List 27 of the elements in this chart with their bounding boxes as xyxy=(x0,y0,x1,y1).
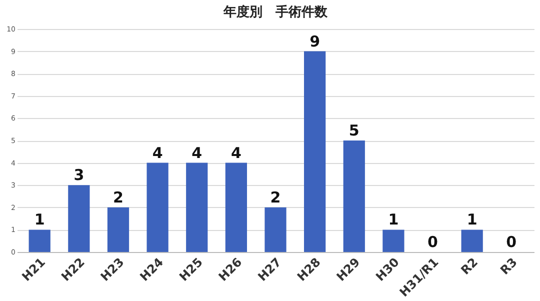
bar xyxy=(343,140,365,252)
bar xyxy=(186,162,208,252)
bar xyxy=(264,207,286,252)
bar xyxy=(382,230,404,252)
bar xyxy=(146,162,168,252)
data-label: 1 xyxy=(388,210,399,229)
data-label: 4 xyxy=(192,144,202,162)
bar xyxy=(461,230,483,252)
data-label: 3 xyxy=(74,166,84,184)
bar xyxy=(304,51,326,252)
bar xyxy=(28,230,50,252)
data-label: 4 xyxy=(230,144,242,162)
x-tick-label: R2 xyxy=(458,255,481,278)
bar xyxy=(68,185,90,252)
data-label: 9 xyxy=(310,32,320,50)
chart-title: 年度別 手術件数 xyxy=(222,4,328,20)
x-tick-label: R3 xyxy=(498,255,520,278)
data-label: 0 xyxy=(506,233,517,251)
bar xyxy=(225,162,247,252)
data-label: 2 xyxy=(113,188,124,206)
bar xyxy=(107,207,130,252)
data-label: 4 xyxy=(152,144,163,162)
data-label: 1 xyxy=(466,210,478,229)
data-label: 0 xyxy=(428,233,438,251)
data-label: 1 xyxy=(34,210,45,229)
data-label: 5 xyxy=(348,122,360,140)
data-label: 2 xyxy=(270,188,281,206)
